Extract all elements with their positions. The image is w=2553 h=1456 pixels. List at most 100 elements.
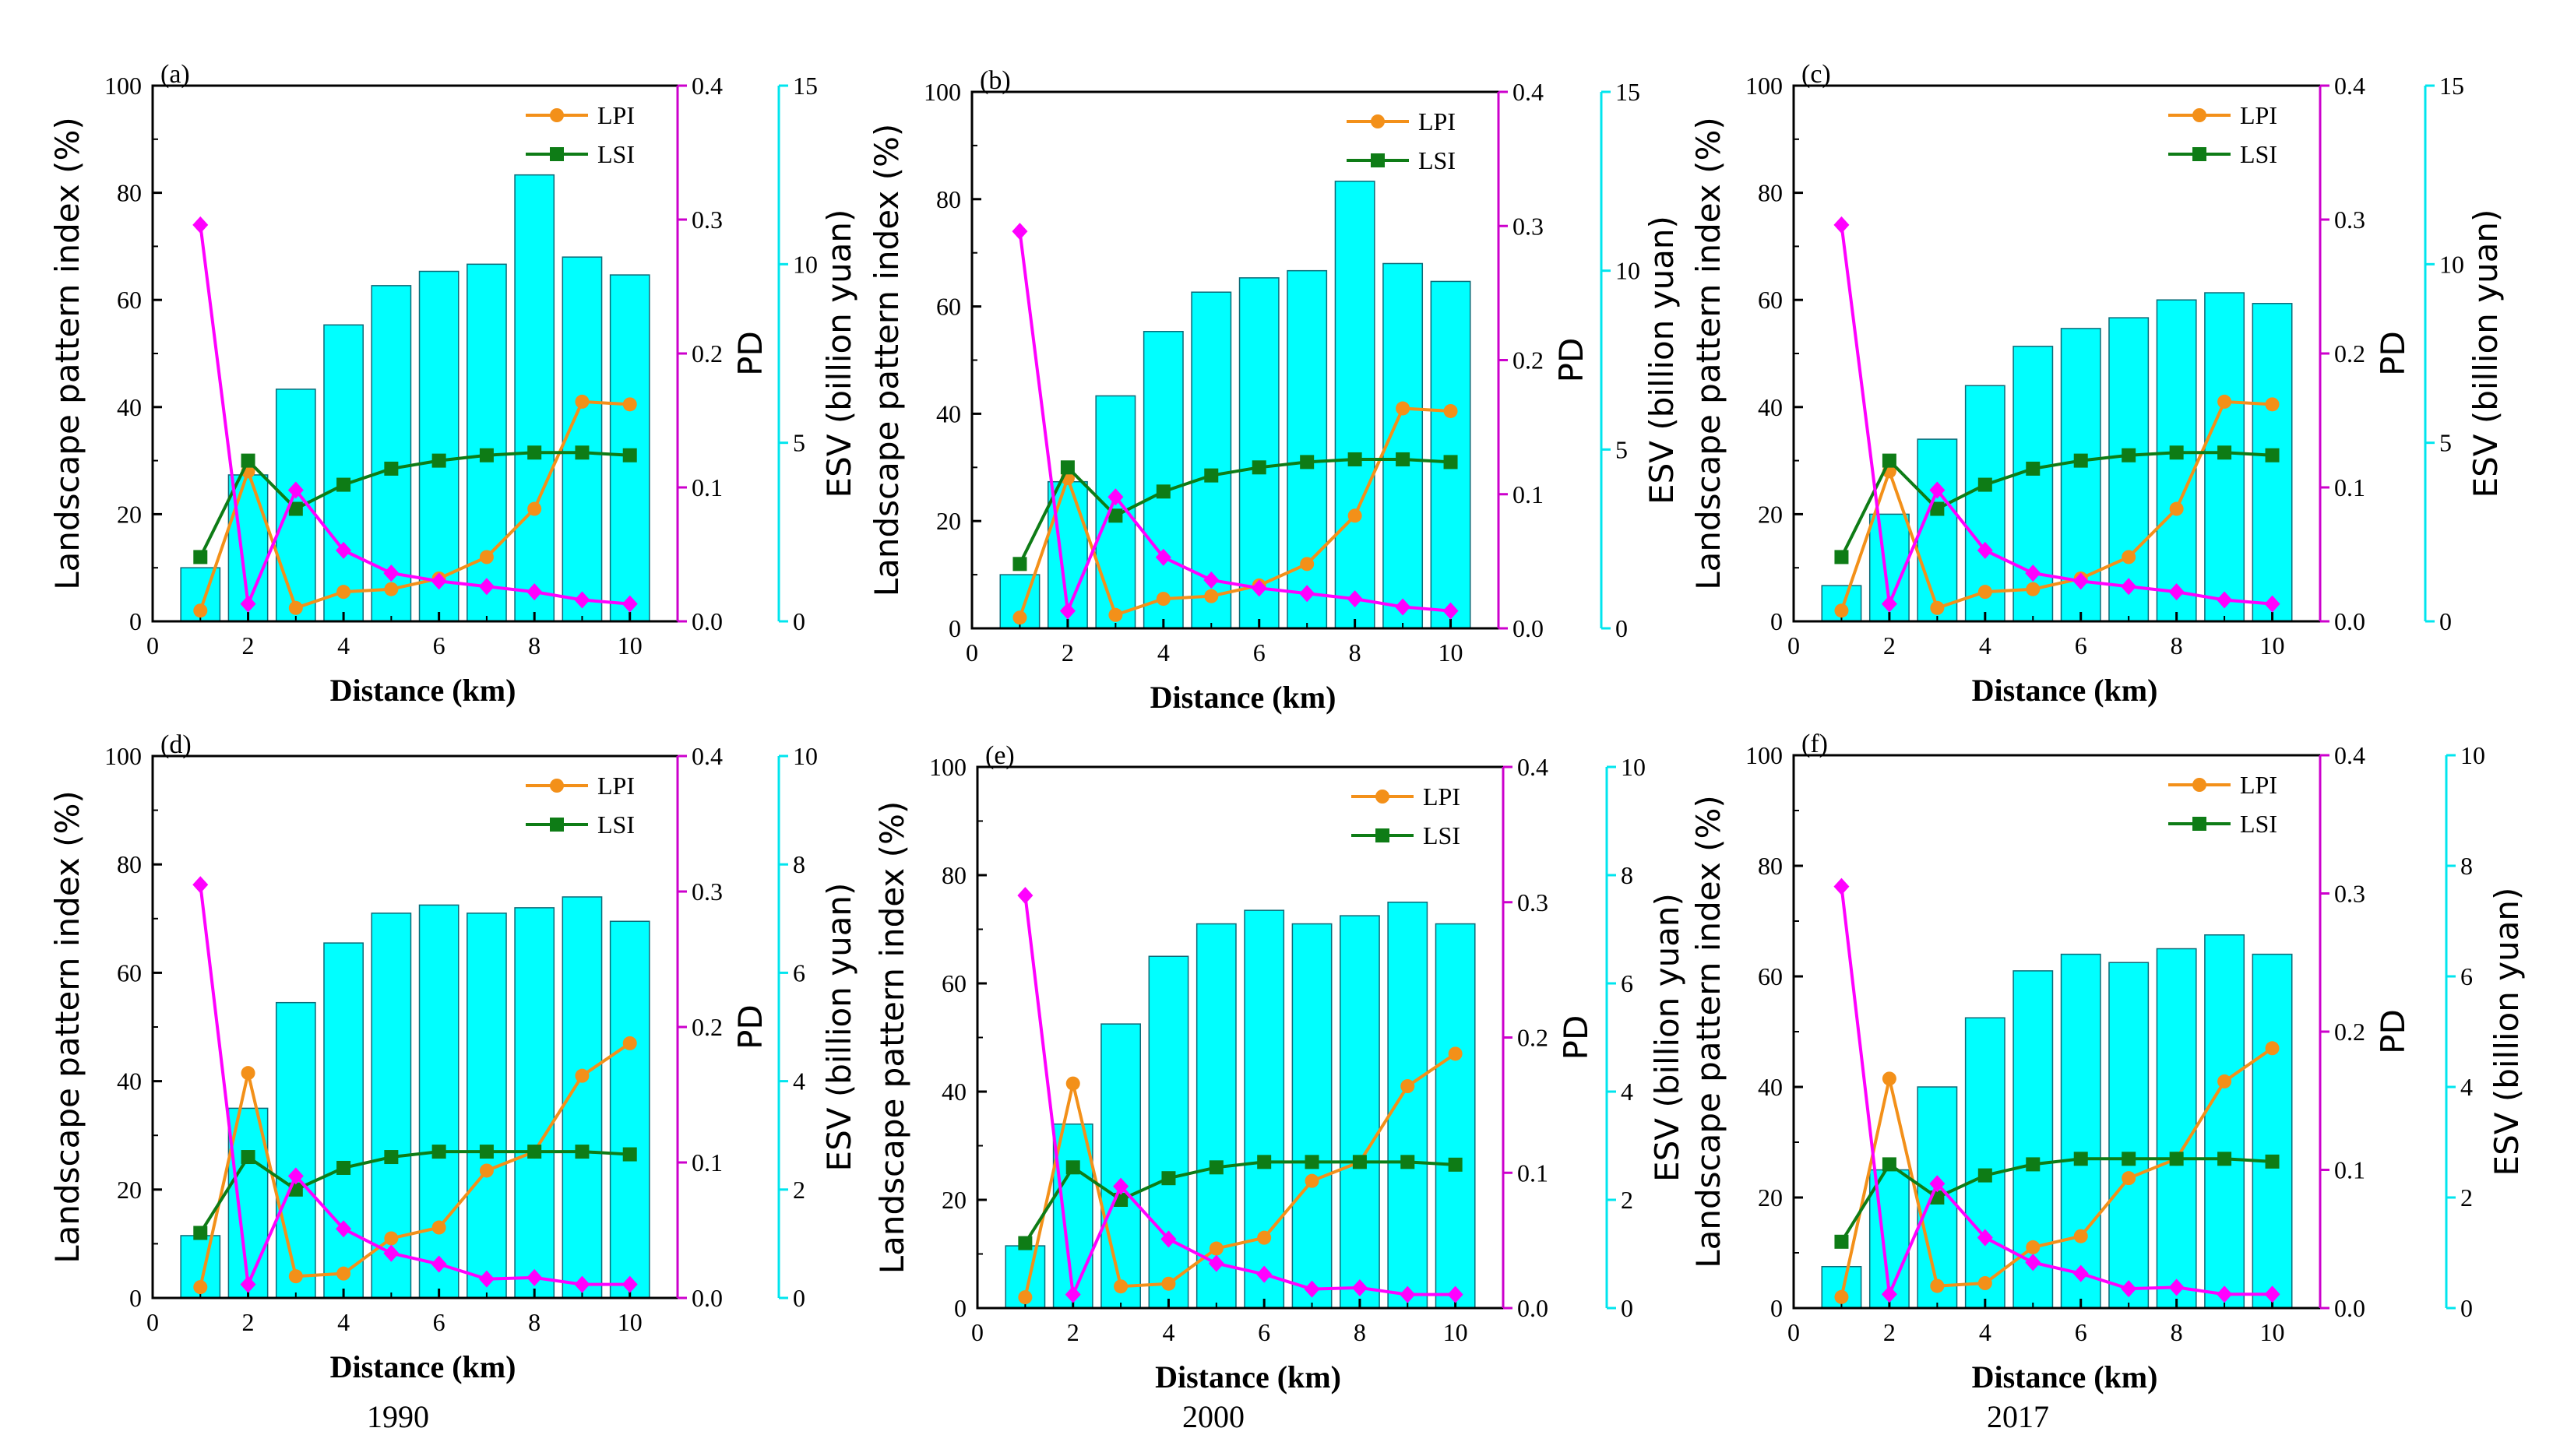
pd-point <box>287 481 304 499</box>
lpi-point <box>479 550 494 564</box>
left-axis-title: Landscape pattern index (%) <box>1689 795 1727 1268</box>
lpi-point <box>1400 1079 1415 1094</box>
esv-tick-label: 5 <box>1615 435 1628 463</box>
lpi-point <box>2026 1240 2041 1254</box>
pd-point <box>1107 488 1124 506</box>
legend-marker-lpi <box>550 108 564 122</box>
left-tick-label: 60 <box>936 293 961 321</box>
lpi-point <box>1108 607 1123 622</box>
lsi-point <box>2122 448 2136 462</box>
lsi-line <box>1840 1157 2273 1243</box>
esv-bar <box>2252 953 2293 1309</box>
x-tick-label: 6 <box>2075 631 2087 659</box>
esv-bar <box>562 256 603 622</box>
legend-label-lsi: LSI <box>597 811 635 839</box>
esv-bar <box>227 1107 269 1299</box>
lpi-point <box>1161 1276 1176 1291</box>
x-tick-label: 6 <box>1253 638 1266 666</box>
pd-line <box>1018 230 1451 617</box>
lsi-point <box>288 501 303 516</box>
lsi-point <box>336 477 351 492</box>
x-tick-label: 4 <box>1979 631 1991 659</box>
lpi-point <box>193 1280 208 1295</box>
lpi-point <box>1448 1046 1463 1061</box>
pd-point <box>574 591 590 609</box>
pd-point <box>2264 595 2280 613</box>
lpi-point <box>2265 1041 2280 1056</box>
year-label-2017: 2017 <box>1987 1399 2049 1434</box>
esv-tick-label: 0 <box>1621 1294 1633 1322</box>
x-tick-label: 2 <box>242 631 255 659</box>
x-tick-label: 8 <box>2171 631 2183 659</box>
esv-tick-label: 4 <box>1621 1078 1633 1106</box>
esv-tick-label: 5 <box>793 429 805 457</box>
lpi-point <box>527 501 542 516</box>
lsi-point <box>1204 468 1219 483</box>
lpi-point <box>2217 1074 2232 1088</box>
x-tick-label: 10 <box>1443 1318 1468 1346</box>
pd-tick-label: 0.4 <box>2334 741 2365 769</box>
esv-bar <box>2252 303 2293 622</box>
esv-bar <box>609 920 650 1299</box>
lsi-point <box>2073 453 2088 468</box>
year-label-1990: 1990 <box>367 1399 429 1434</box>
esv-axis-title: ESV (billion yuan) <box>2467 209 2505 498</box>
legend-label-lpi: LPI <box>1423 783 1460 811</box>
pd-point <box>336 541 352 559</box>
pd-tick-label: 0.3 <box>692 206 723 234</box>
left-tick-label: 100 <box>104 742 142 770</box>
pd-point <box>1881 595 1897 613</box>
esv-tick-label: 0 <box>2460 1294 2473 1322</box>
lpi-point <box>575 394 590 409</box>
lsi-point <box>622 448 637 462</box>
lpi-point <box>1834 1289 1849 1304</box>
left-tick-label: 80 <box>936 185 961 213</box>
lpi-point <box>336 1266 351 1281</box>
pd-point <box>526 583 543 601</box>
lpi-point <box>1443 403 1458 418</box>
legend-label-lsi: LSI <box>1423 821 1460 849</box>
lpi-point <box>336 585 351 600</box>
esv-tick-label: 2 <box>1621 1186 1633 1214</box>
esv-bar <box>1052 1123 1093 1309</box>
esv-tick-label: 15 <box>1615 78 1640 106</box>
lsi-point <box>384 1150 399 1165</box>
lpi-point <box>575 1068 590 1083</box>
lpi-point <box>1012 610 1027 625</box>
left-tick-label: 40 <box>117 393 142 421</box>
esv-bar <box>2204 934 2245 1309</box>
pd-point <box>622 1275 638 1293</box>
legend-marker-lsi <box>2192 817 2206 831</box>
left-tick-label: 60 <box>1758 286 1783 314</box>
lsi-point <box>2122 1152 2136 1166</box>
x-tick-label: 0 <box>1787 1318 1800 1346</box>
pd-point <box>1833 877 1850 895</box>
esv-bar <box>323 324 364 622</box>
pd-point <box>1256 1265 1273 1283</box>
pd-tick-label: 0.0 <box>2334 607 2365 635</box>
pd-axis-title: PD <box>731 331 769 376</box>
esv-tick-label: 0 <box>1615 614 1628 642</box>
lsi-point <box>1252 460 1266 475</box>
esv-tick-label: 4 <box>2460 1073 2473 1101</box>
pd-point <box>240 595 256 613</box>
pd-tick-label: 0.4 <box>692 742 723 770</box>
lpi-point <box>384 582 399 596</box>
esv-tick-label: 6 <box>1621 969 1633 997</box>
esv-bar <box>418 904 460 1299</box>
panel-d: 0 20 40 60 80 100 0 2 4 6 8 10 0.0 0.1 0.2 0.3 0.4 0 2 4 6 8 1… <box>48 730 858 1384</box>
lpi-point <box>384 1231 399 1246</box>
x-axis-title: Distance (km) <box>1972 1359 2158 1394</box>
esv-bar <box>1100 1023 1141 1309</box>
pd-point <box>1400 1285 1416 1303</box>
pd-tick-label: 0.3 <box>1512 212 1544 240</box>
lsi-point <box>336 1160 351 1175</box>
pd-tick-label: 0.2 <box>1517 1024 1548 1052</box>
left-tick-label: 40 <box>942 1078 967 1106</box>
pd-tick-label: 0.0 <box>1512 614 1544 642</box>
left-tick-label: 40 <box>1758 1073 1783 1101</box>
x-tick-label: 0 <box>971 1318 984 1346</box>
esv-tick-label: 10 <box>793 742 818 770</box>
legend-marker-lsi <box>2192 147 2206 161</box>
pd-tick-label: 0.0 <box>2334 1294 2365 1322</box>
